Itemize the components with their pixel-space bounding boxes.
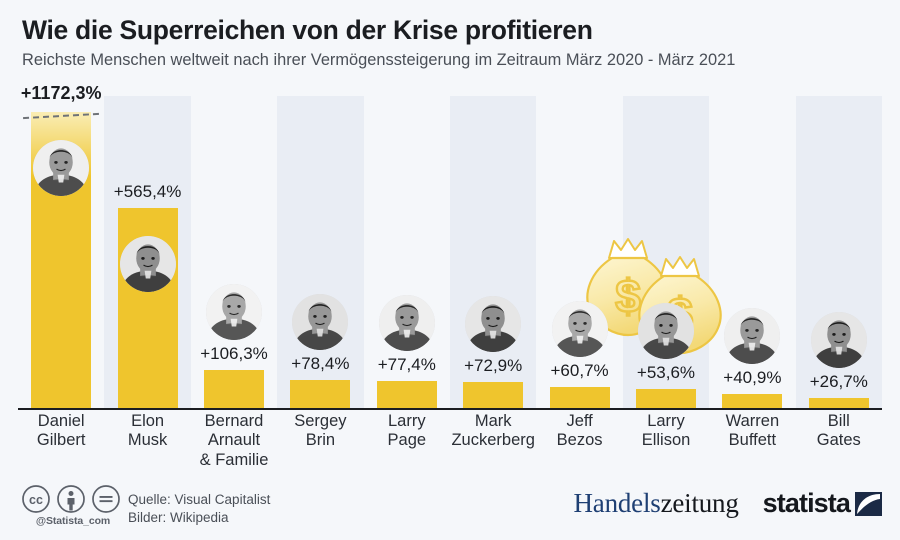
bar[interactable] <box>203 370 264 408</box>
category-label: Bernard Arnault & Familie <box>191 412 277 470</box>
category-label-line: Brin <box>305 431 336 450</box>
statista-logo-text: statista <box>762 488 851 518</box>
person-portrait <box>205 284 262 341</box>
category-label: Bill Gates <box>796 412 882 451</box>
footer: cc @Statista_com Quelle: Visual Capitali… <box>0 474 900 540</box>
attribution-icon <box>57 485 85 513</box>
person-portrait <box>33 140 90 196</box>
images-credit-line: Bilder: Wikipedia <box>128 509 229 525</box>
axis-baseline <box>18 408 882 410</box>
category-label-line: Larry <box>387 412 426 430</box>
bar-value-label: +106,3% <box>200 344 268 364</box>
category-label-line: Page <box>387 431 427 450</box>
category-label-line: & Familie <box>199 450 269 469</box>
bar[interactable] <box>376 380 437 408</box>
bar-column[interactable]: +53,6% <box>623 96 709 408</box>
statista-mark-icon <box>855 491 882 516</box>
bar-value-label: +77,4% <box>377 354 436 374</box>
creative-commons-icon-group: cc <box>22 485 120 513</box>
bar-value-label: +72,9% <box>464 356 523 376</box>
category-label: Larry Ellison <box>623 412 709 451</box>
column-band <box>277 96 364 408</box>
bar-column[interactable]: +1172,3% <box>18 83 104 408</box>
category-label-line: Musk <box>127 431 168 450</box>
category-label-line: Elon <box>131 412 165 430</box>
bar-value-label: +565,4% <box>113 182 182 202</box>
bar-value-label: +26,7% <box>809 372 868 391</box>
category-label-line: Arnault <box>207 431 261 450</box>
category-label-line: Zuckerberg <box>451 431 535 450</box>
source-line: Quelle: Visual Capitalist <box>128 492 271 507</box>
svg-text:$: $ <box>615 270 641 322</box>
bar-column[interactable]: +40,9% <box>709 96 795 408</box>
handelszeitung-logo-part2: zeitung <box>660 488 739 518</box>
statista-handle: @Statista_com <box>35 515 111 527</box>
category-label-line: Gilbert <box>36 431 86 450</box>
bar-value-label: +60,7% <box>550 360 609 380</box>
handelszeitung-logo: Handelszeitung <box>574 488 739 519</box>
bar-columns: +1172,3% +565,4% +10 <box>0 83 900 408</box>
category-label-line: Bill <box>827 412 850 430</box>
category-label-line: Buffett <box>728 431 777 450</box>
bar[interactable] <box>635 389 696 408</box>
person-portrait <box>378 294 435 351</box>
category-label-line: Warren <box>725 412 780 430</box>
page-subtitle: Reichste Menschen weltweit nach ihrer Ve… <box>22 50 736 69</box>
person-portrait <box>810 312 867 368</box>
category-label: Mark Zuckerberg <box>450 412 536 451</box>
bar[interactable] <box>463 382 524 408</box>
category-label: Warren Buffett <box>709 412 795 451</box>
person-portrait <box>724 307 781 364</box>
brand-logos: Handelszeitung statista <box>574 488 882 519</box>
bar-value-label: +78,4% <box>291 354 350 374</box>
bar-column[interactable]: +26,7% <box>796 96 882 408</box>
source-credits: Quelle: Visual Capitalist Bilder: Wikipe… <box>128 491 270 527</box>
category-label: Daniel Gilbert <box>18 412 104 451</box>
bar-column[interactable]: +565,4% <box>104 96 190 408</box>
creative-commons-icon <box>22 485 50 513</box>
bar-chart: $ $ +1172,3% +565,4% <box>0 83 900 408</box>
category-label-line: Mark <box>474 412 512 430</box>
bar-value-label: +40,9% <box>723 367 782 387</box>
bar-value-label: +1172,3% <box>20 83 102 103</box>
person-portrait <box>465 296 522 353</box>
bar[interactable] <box>290 380 351 408</box>
bar-column[interactable]: +106,3% <box>191 96 277 408</box>
category-label-line: Ellison <box>641 431 691 450</box>
category-label-line: Larry <box>647 412 685 430</box>
bar-column[interactable]: +72,9% <box>450 96 536 408</box>
license-block: cc @Statista_com <box>20 484 126 527</box>
bar[interactable] <box>549 386 610 408</box>
category-labels: Daniel Gilbert Elon Musk Bernard Arnault & Fam… <box>0 412 900 472</box>
category-label: Jeff Bezos <box>536 412 622 451</box>
category-label: Larry Page <box>364 412 450 451</box>
bar-column[interactable]: +60,7% <box>536 96 622 408</box>
category-label: Elon Musk <box>104 412 190 451</box>
person-portrait <box>551 300 608 357</box>
bar-column[interactable]: +78,4% <box>277 96 363 408</box>
column-band <box>450 96 537 408</box>
person-portrait <box>292 294 349 351</box>
statista-logo: statista <box>763 490 882 517</box>
category-label-line: Gates <box>816 431 861 450</box>
person-portrait <box>119 236 176 293</box>
bar-value-label: +53,6% <box>636 363 696 383</box>
bar[interactable] <box>808 398 869 408</box>
page-title: Wie die Superreichen von der Krise profi… <box>22 15 593 45</box>
header: Wie die Superreichen von der Krise profi… <box>22 16 882 69</box>
no-derivatives-icon <box>92 485 120 513</box>
svg-text:cc: cc <box>29 493 43 507</box>
category-label: Sergey Brin <box>277 412 363 451</box>
handelszeitung-logo-part1: Handels <box>573 488 661 518</box>
person-portrait <box>637 303 694 360</box>
category-label-line: Bernard <box>204 412 264 430</box>
category-label-line: Jeff <box>566 412 593 430</box>
category-label-line: Sergey <box>294 412 347 430</box>
category-label-line: Bezos <box>556 431 603 450</box>
category-label-line: Daniel <box>37 412 85 430</box>
bar-column[interactable]: +77,4% <box>364 96 450 408</box>
bar[interactable] <box>722 393 783 408</box>
